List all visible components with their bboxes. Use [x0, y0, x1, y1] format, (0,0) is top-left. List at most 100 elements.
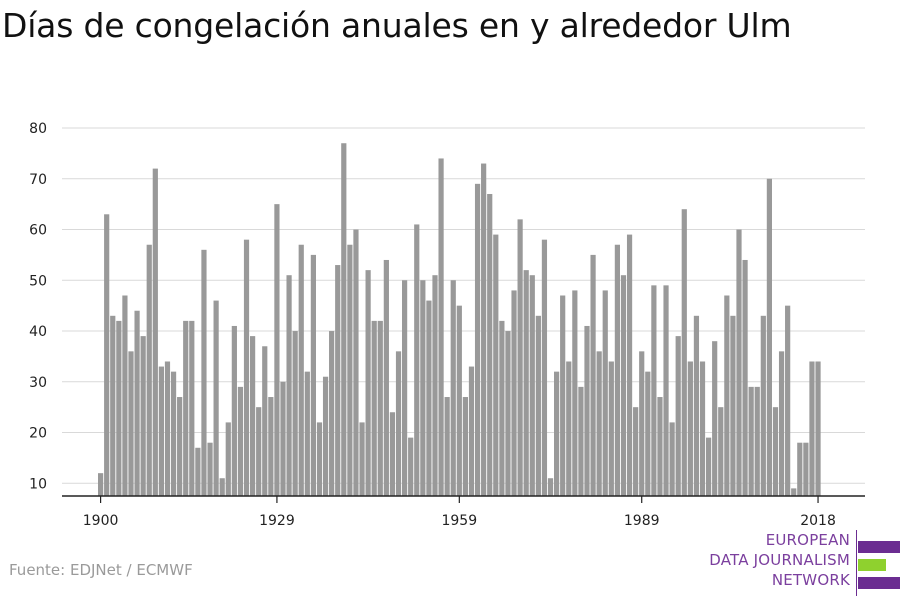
bar: 1927: 37 [262, 346, 268, 496]
y-tick-label: 30 [29, 375, 47, 391]
bar: 1981: 55 [590, 254, 596, 496]
bar: 1959: 45 [456, 305, 462, 496]
bar: 1989: 36 [639, 351, 645, 496]
bar: 1979: 29 [578, 386, 584, 496]
bar: 1992: 27 [657, 397, 663, 496]
bar: 1962: 69 [474, 183, 481, 497]
logo-line: EUROPEAN [765, 531, 850, 549]
bar: 1967: 40 [505, 331, 511, 496]
logo-bar-middle [858, 559, 886, 571]
bar: 1905: 36 [128, 351, 134, 496]
bar: 1929: 65 [274, 204, 280, 496]
bar: 1909: 72 [152, 168, 158, 496]
bar: 1953: 50 [420, 280, 426, 496]
bar: 2011: 25 [772, 407, 779, 496]
logo-line: NETWORK [771, 571, 850, 589]
bar: 2018: 34 [815, 361, 821, 496]
bar: 2002: 25 [718, 407, 724, 496]
bar: 1952: 61 [414, 224, 420, 496]
bar: 1984: 34 [608, 361, 614, 496]
bar: 2003: 47 [724, 295, 730, 496]
y-tick-label: 10 [29, 476, 47, 492]
bar: 1976: 47 [560, 295, 566, 496]
bar: 1958: 50 [450, 280, 456, 496]
edjnet-logo[interactable]: EUROPEAN DATA JOURNALISM NETWORK [700, 530, 900, 596]
bar: 1931: 51 [286, 275, 292, 496]
bar: 2016: 18 [803, 442, 809, 496]
logo-text: EUROPEAN DATA JOURNALISM NETWORK [709, 530, 850, 590]
bar: 1921: 22 [225, 422, 231, 496]
bar: 1903: 42 [116, 320, 122, 496]
bar: 1920: 11 [219, 478, 225, 496]
bar: 1945: 42 [371, 320, 377, 496]
bar: 1995: 39 [675, 336, 681, 496]
bar: 1957: 27 [444, 397, 450, 496]
bar: 2014: 9 [791, 488, 797, 496]
bar: 1943: 22 [359, 422, 365, 496]
bar: 1964: 67 [487, 193, 493, 496]
logo-bar-top [858, 541, 900, 553]
bar: 1924: 58 [243, 239, 250, 497]
bar: 1901: 63 [104, 214, 110, 496]
bar: 1900: 12 [98, 473, 104, 496]
bar: 1946: 42 [377, 320, 383, 496]
bar: 2010: 70 [766, 178, 772, 497]
bar: 1994: 22 [669, 422, 675, 496]
bar: 1947: 54 [383, 259, 389, 496]
bar: 1963: 73 [481, 163, 487, 496]
bar: 1922: 41 [231, 325, 237, 496]
bar: 1919: 46 [213, 300, 219, 496]
bar: 1972: 43 [535, 315, 541, 496]
bar: 1998: 43 [693, 315, 700, 496]
bar: 2004: 43 [730, 315, 736, 496]
bar: 1928: 27 [268, 397, 274, 496]
logo-line: DATA JOURNALISM [709, 551, 850, 569]
bar: 1950: 50 [402, 280, 408, 496]
bar: 1923: 29 [237, 386, 244, 496]
bar: 1988: 25 [633, 407, 639, 496]
bar: 1955: 51 [432, 275, 438, 496]
bar: 1969: 62 [517, 219, 523, 496]
logo-divider [856, 530, 857, 596]
bar: 1936: 22 [316, 422, 323, 496]
bar: 1993: 49 [663, 285, 669, 496]
chart-title: Días de congelación anuales en y alreded… [2, 6, 792, 45]
bar: 1951: 19 [408, 437, 414, 496]
x-tick-label: 1959 [441, 513, 477, 529]
logo-bar-bottom [858, 577, 900, 589]
bar: 2000: 19 [706, 437, 712, 496]
bar: 1914: 42 [183, 320, 189, 496]
bar: 1917: 56 [201, 249, 207, 496]
bar: 1934: 32 [304, 371, 310, 496]
bar: 1918: 18 [207, 442, 213, 496]
bar: 1949: 36 [395, 351, 402, 496]
bar: 1977: 34 [566, 361, 572, 496]
bar: 2015: 18 [797, 442, 803, 496]
bar: 1910: 33 [158, 366, 164, 496]
x-tick-label: 1929 [259, 513, 295, 529]
bar: 1938: 40 [329, 331, 335, 496]
bar: 2012: 36 [778, 351, 785, 496]
bar: 2017: 34 [809, 361, 815, 496]
bars: 1900: 121901: 631902: 431903: 421904: 47… [98, 143, 821, 497]
y-tick-label: 50 [29, 273, 47, 289]
bar: 2006: 54 [742, 259, 748, 496]
bar: 1971: 51 [529, 275, 535, 496]
bar: 2001: 38 [712, 341, 718, 496]
x-tick-label: 2018 [800, 513, 836, 529]
bar: 1968: 48 [511, 290, 517, 496]
bar: 1983: 48 [602, 290, 608, 496]
bar: 1987: 59 [626, 234, 633, 496]
bar: 1960: 27 [462, 397, 468, 496]
bar: 1966: 42 [499, 320, 505, 496]
bar: 1902: 43 [110, 315, 116, 496]
x-tick-label: 1900 [83, 513, 119, 529]
bar: 1915: 42 [189, 320, 195, 496]
bar: 1965: 59 [493, 234, 499, 496]
bar: 1913: 27 [177, 397, 183, 496]
bar: 1985: 57 [614, 244, 620, 496]
bar: 2013: 45 [785, 305, 791, 496]
bar: 1991: 49 [651, 285, 657, 496]
bar: 1916: 17 [195, 447, 201, 496]
